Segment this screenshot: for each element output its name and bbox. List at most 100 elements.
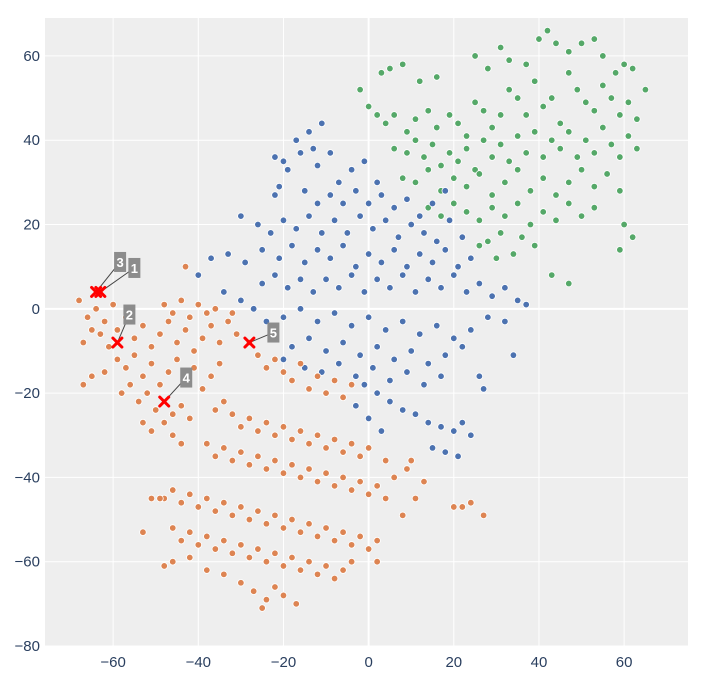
data-point xyxy=(262,595,271,604)
data-point xyxy=(356,85,364,94)
data-point xyxy=(245,461,254,469)
x-tick-label: 60 xyxy=(616,654,633,671)
data-point xyxy=(454,262,462,271)
data-point xyxy=(513,199,522,208)
data-point xyxy=(356,452,364,461)
data-point xyxy=(322,562,330,570)
data-point xyxy=(475,372,484,380)
data-point xyxy=(509,351,518,359)
data-point xyxy=(347,558,356,566)
data-point xyxy=(288,241,296,250)
data-point xyxy=(147,359,156,368)
data-point xyxy=(441,448,449,456)
data-point xyxy=(284,166,292,174)
data-point xyxy=(326,149,335,157)
data-point xyxy=(458,503,467,511)
data-point xyxy=(313,199,322,208)
highlight-x-marker xyxy=(158,395,171,408)
data-point xyxy=(518,233,526,241)
data-point xyxy=(467,431,475,439)
data-point xyxy=(513,166,522,174)
data-point xyxy=(279,469,288,477)
data-point xyxy=(279,157,288,166)
data-point xyxy=(360,380,369,389)
data-point xyxy=(531,77,539,85)
x-tick-label: 40 xyxy=(531,654,548,671)
data-point xyxy=(292,600,300,608)
data-point xyxy=(147,343,156,351)
data-point xyxy=(177,402,185,410)
data-point xyxy=(471,52,479,60)
data-point xyxy=(616,111,624,119)
data-point xyxy=(403,262,411,271)
data-point xyxy=(552,191,560,199)
data-point xyxy=(577,166,586,174)
data-point xyxy=(271,511,279,520)
data-point xyxy=(147,427,156,435)
y-tick-label: 40 xyxy=(23,132,40,149)
data-point xyxy=(117,389,126,397)
data-point xyxy=(394,233,403,241)
data-point xyxy=(433,73,441,81)
data-point xyxy=(254,351,262,359)
annotation-box xyxy=(180,367,193,388)
data-point xyxy=(386,284,394,292)
data-point xyxy=(628,64,637,73)
data-point xyxy=(113,355,122,364)
data-point xyxy=(237,296,245,305)
data-point xyxy=(539,174,547,182)
data-point xyxy=(164,368,173,376)
annotation-box xyxy=(267,322,280,343)
data-point xyxy=(488,292,496,300)
data-point xyxy=(450,199,458,208)
data-point xyxy=(211,545,220,553)
data-point xyxy=(390,473,398,482)
data-point xyxy=(305,558,313,566)
data-point xyxy=(313,477,322,486)
annotation-box xyxy=(123,304,136,325)
data-point xyxy=(424,166,432,174)
data-point xyxy=(203,532,211,541)
highlight-x-marker xyxy=(90,285,103,298)
data-point xyxy=(573,85,581,94)
data-point xyxy=(207,254,215,262)
data-point xyxy=(271,431,279,439)
data-point xyxy=(377,258,386,267)
data-point xyxy=(488,203,496,212)
data-point xyxy=(279,313,288,321)
data-point xyxy=(411,288,420,296)
data-point xyxy=(522,149,530,157)
data-point xyxy=(607,94,616,102)
data-point xyxy=(326,191,335,199)
data-point xyxy=(548,94,556,102)
data-point xyxy=(296,473,305,482)
data-point xyxy=(437,423,445,431)
data-point xyxy=(313,246,322,254)
data-point xyxy=(245,414,254,423)
data-point xyxy=(441,246,449,254)
data-point xyxy=(505,85,513,94)
data-point xyxy=(330,309,339,317)
data-point xyxy=(211,406,220,414)
y-tick-label: 0 xyxy=(32,301,40,318)
data-point xyxy=(266,229,275,237)
data-point xyxy=(258,604,266,612)
highlight-x-marker xyxy=(243,336,256,349)
data-point xyxy=(186,490,194,498)
data-point xyxy=(339,393,347,402)
data-point xyxy=(169,410,177,418)
data-point xyxy=(288,461,296,469)
data-point xyxy=(501,178,509,187)
data-point xyxy=(322,275,330,284)
data-point xyxy=(616,153,624,161)
data-point xyxy=(96,330,105,338)
data-point xyxy=(475,216,484,225)
data-point xyxy=(590,182,599,191)
data-point xyxy=(458,233,467,241)
data-point xyxy=(211,452,220,461)
data-point xyxy=(356,532,364,541)
data-point xyxy=(271,456,279,465)
data-point xyxy=(398,271,407,279)
y-tick-label: 60 xyxy=(23,48,40,65)
data-point xyxy=(228,309,237,317)
